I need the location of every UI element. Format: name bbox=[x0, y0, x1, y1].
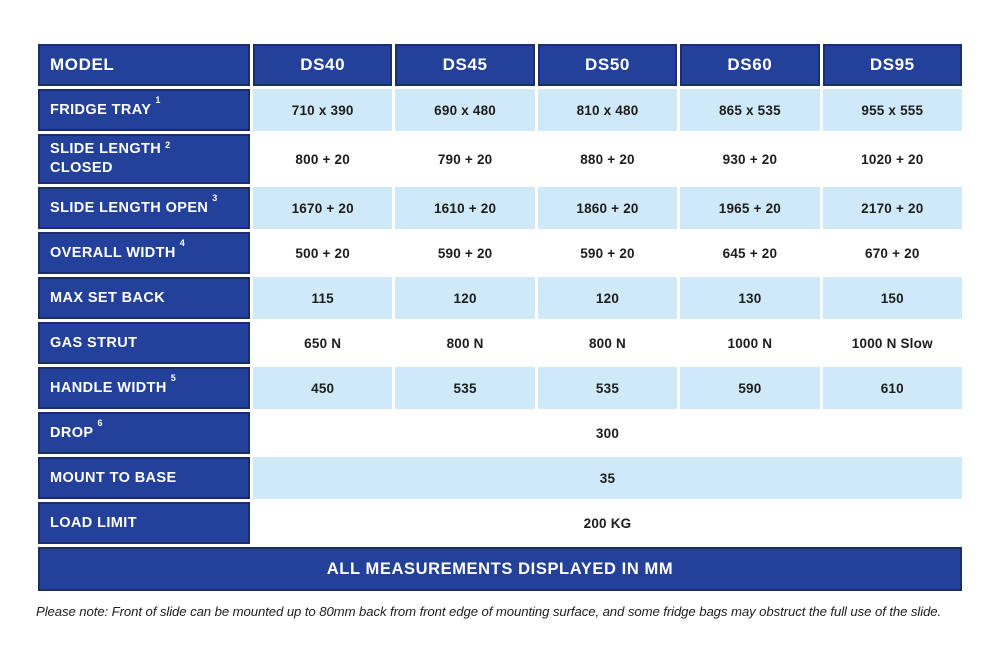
column-header-ds60: DS60 bbox=[680, 44, 820, 86]
spec-cell: 120 bbox=[395, 277, 535, 319]
row-label-text: GAS STRUT bbox=[50, 334, 138, 351]
row-label-text: MAX SET BACK bbox=[50, 289, 166, 306]
spec-cell: 800 N bbox=[395, 322, 535, 364]
spec-cell: 450 bbox=[253, 367, 393, 409]
row-label-text: MOUNT TO BASE bbox=[50, 469, 177, 486]
spec-cell: 790 + 20 bbox=[395, 134, 535, 184]
spec-cell: 930 + 20 bbox=[680, 134, 820, 184]
spec-cell: 1020 + 20 bbox=[822, 134, 962, 184]
row-label-load-limit: LOAD LIMIT bbox=[38, 502, 250, 544]
row-label-max-set-back: MAX SET BACK bbox=[38, 277, 250, 319]
row-label-slide-length-closed: SLIDE LENGTH CLOSED 2 bbox=[38, 134, 250, 184]
spec-cell: 590 + 20 bbox=[537, 232, 678, 274]
spec-cell: 130 bbox=[680, 277, 820, 319]
spec-table: MODEL DS40 DS45 DS50 DS60 DS95 FRIDGE TR… bbox=[38, 44, 962, 591]
spec-cell: 650 N bbox=[253, 322, 393, 364]
spec-cell: 670 + 20 bbox=[822, 232, 962, 274]
row-label-text: HANDLE WIDTH bbox=[50, 379, 167, 396]
spec-cell: 150 bbox=[822, 277, 962, 319]
spec-cell: 115 bbox=[253, 277, 393, 319]
spec-cell: 535 bbox=[537, 367, 678, 409]
column-header-ds95: DS95 bbox=[822, 44, 962, 86]
row-label-handle-width: HANDLE WIDTH 5 bbox=[38, 367, 250, 409]
spec-cell-spanning: 35 bbox=[253, 457, 962, 499]
row-label-gas-strut: GAS STRUT bbox=[38, 322, 250, 364]
spec-cell: 1670 + 20 bbox=[253, 187, 393, 229]
column-header-ds45: DS45 bbox=[395, 44, 535, 86]
spec-cell: 800 N bbox=[537, 322, 678, 364]
spec-cell: 1000 N Slow bbox=[822, 322, 962, 364]
row-label-fridge-tray: FRIDGE TRAY 1 bbox=[38, 89, 250, 131]
row-label-overall-width: OVERALL WIDTH 4 bbox=[38, 232, 250, 274]
column-header-ds40: DS40 bbox=[253, 44, 393, 86]
spec-cell: 2170 + 20 bbox=[822, 187, 962, 229]
spec-cell: 955 x 555 bbox=[822, 89, 962, 131]
row-label-text: SLIDE LENGTH OPEN bbox=[50, 199, 209, 216]
spec-cell: 880 + 20 bbox=[537, 134, 678, 184]
spec-cell: 535 bbox=[395, 367, 535, 409]
spec-cell: 810 x 480 bbox=[537, 89, 678, 131]
spec-cell: 590 bbox=[680, 367, 820, 409]
row-label-mount-to-base: MOUNT TO BASE bbox=[38, 457, 250, 499]
row-label-text: DROP bbox=[50, 424, 94, 441]
spec-cell: 500 + 20 bbox=[253, 232, 393, 274]
spec-cell: 1610 + 20 bbox=[395, 187, 535, 229]
spec-cell: 1965 + 20 bbox=[680, 187, 820, 229]
column-header-model: MODEL bbox=[38, 44, 250, 86]
spec-cell: 1000 N bbox=[680, 322, 820, 364]
footnote: Please note: Front of slide can be mount… bbox=[36, 604, 942, 619]
row-label-text: OVERALL WIDTH bbox=[50, 244, 176, 261]
row-label-text: LOAD LIMIT bbox=[50, 514, 137, 531]
spec-cell: 1860 + 20 bbox=[537, 187, 678, 229]
spec-cell: 710 x 390 bbox=[253, 89, 393, 131]
spec-cell: 690 x 480 bbox=[395, 89, 535, 131]
spec-cell: 120 bbox=[537, 277, 678, 319]
footer-banner: ALL MEASUREMENTS DISPLAYED IN MM bbox=[38, 547, 962, 591]
row-label-text: SLIDE LENGTH CLOSED bbox=[50, 141, 162, 176]
column-header-ds50: DS50 bbox=[537, 44, 678, 86]
row-label-slide-length-open: SLIDE LENGTH OPEN 3 bbox=[38, 187, 250, 229]
spec-cell: 645 + 20 bbox=[680, 232, 820, 274]
spec-cell: 610 bbox=[822, 367, 962, 409]
spec-cell: 865 x 535 bbox=[680, 89, 820, 131]
row-label-drop: DROP 6 bbox=[38, 412, 250, 454]
spec-cell: 590 + 20 bbox=[395, 232, 535, 274]
spec-cell-spanning: 300 bbox=[253, 412, 962, 454]
row-label-text: FRIDGE TRAY bbox=[50, 101, 152, 118]
spec-cell-spanning: 200 KG bbox=[253, 502, 962, 544]
spec-cell: 800 + 20 bbox=[253, 134, 393, 184]
